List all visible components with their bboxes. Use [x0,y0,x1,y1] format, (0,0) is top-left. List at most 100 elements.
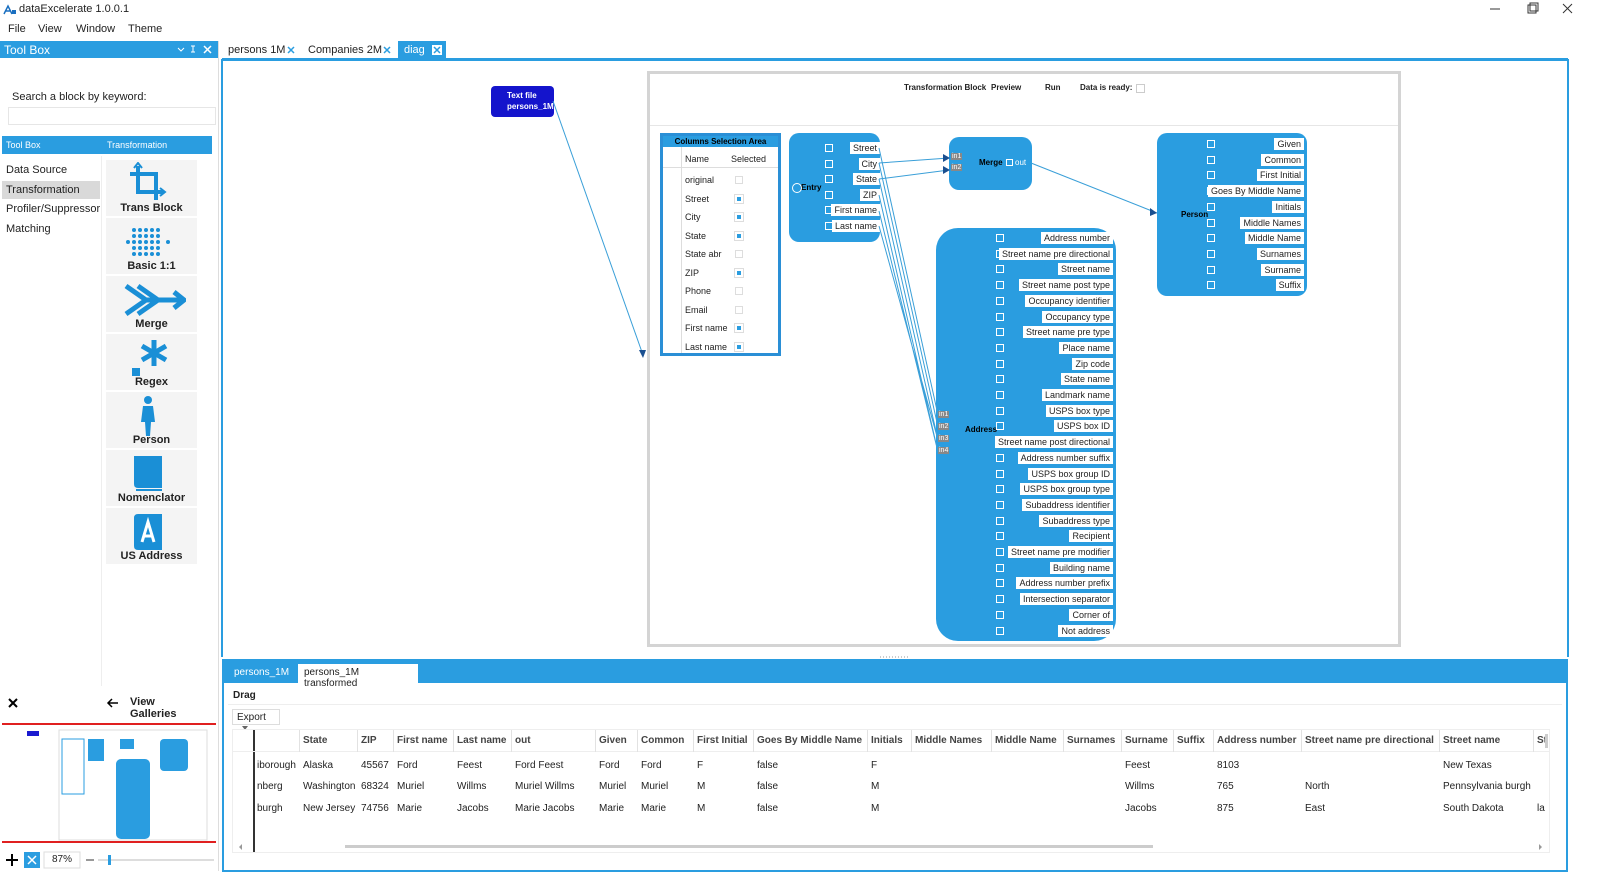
column-name: ZIP [685,267,700,278]
tool-item[interactable]: Regex [106,334,197,390]
column-divider [1173,730,1174,752]
scrollbars[interactable] [233,730,1550,853]
export-dropdown[interactable]: Export [232,709,280,731]
column-checkbox[interactable] [734,267,744,278]
document-tab[interactable]: diag [398,41,446,59]
column-divider [299,730,300,752]
run-button[interactable]: Run [1045,83,1061,92]
column-header[interactable]: ZIP [361,735,377,746]
category-item[interactable]: Matching [6,222,51,235]
address-block[interactable]: in1 in2 in3 in4 Address Address number Street … [936,228,1116,641]
table-cell: Muriel [599,781,627,793]
port [996,626,1004,635]
port [996,359,1004,368]
column-divider [1063,730,1064,752]
drag-area[interactable]: Drag [228,687,1562,705]
ready-checkbox[interactable] [1136,84,1145,93]
category-item[interactable]: Data Source [6,164,68,176]
column-header[interactable]: Street name [1443,735,1501,746]
column-header[interactable]: Address number [1217,735,1297,746]
tool-item[interactable]: Person [106,392,197,448]
column-header[interactable]: State [303,735,328,746]
row-gutter [681,147,682,353]
column-header[interactable]: First Initial [697,735,748,746]
menu-item[interactable]: View [38,23,62,35]
results-tab[interactable]: persons_1M transformed [298,664,418,689]
column-checkbox[interactable] [734,212,744,222]
port-label: First Initial [1256,169,1304,182]
tool-item[interactable]: Nomenclator [106,450,197,506]
column-header[interactable]: Middle Names [915,735,983,746]
tab-close[interactable] [286,45,296,55]
column-name: Email [685,304,708,315]
table-cell: Marie Jacobs [515,802,575,814]
menu-item[interactable]: Window [76,23,116,35]
column-header[interactable]: Common [641,735,685,746]
table-cell: F [871,760,878,771]
column-checkbox[interactable] [734,193,744,204]
port [996,548,1004,556]
column-name: original [685,175,715,185]
window-controls[interactable] [1490,0,1600,18]
search-input[interactable] [8,107,216,125]
port [996,610,1004,619]
column-header[interactable]: Middle Name [995,735,1057,746]
port-label: Street [849,142,880,154]
column-header[interactable]: First name [397,735,448,746]
tool-item[interactable]: Basic 1:1 [106,218,197,274]
column-checkbox[interactable] [735,176,743,184]
port-label: State [852,173,880,186]
tool-item[interactable]: US Address [106,508,197,564]
entry-block[interactable]: Entry Street City State ZIP First name Last na… [789,133,880,242]
tab-close[interactable] [382,45,392,55]
person-label: Person [1181,210,1209,219]
column-divider [1121,730,1122,752]
merge-block[interactable]: in1 in2 Merge out [949,137,1032,190]
table-cell: Ford [641,760,662,771]
port-label: USPS box group ID [1028,467,1113,480]
document-tab[interactable]: Companies 2M [302,41,396,59]
table-cell: Feest [1125,760,1151,771]
tool-item[interactable]: Merge [106,276,197,332]
column-header[interactable]: out [515,735,531,746]
column-checkbox[interactable] [734,230,744,241]
header-line [663,167,778,168]
column-header[interactable]: Suffix [1177,735,1205,746]
column-header[interactable]: Initials [871,735,903,746]
column-header[interactable]: Street name pre directional [1305,735,1434,746]
column-checkbox[interactable] [735,250,743,258]
column-header[interactable]: Given [599,735,627,746]
table-cell: M [871,802,880,814]
column-divider [393,730,394,752]
tool-icon [134,514,162,550]
table-cell: Alaska [303,760,334,771]
column-header[interactable]: Last name [457,735,507,746]
category-item[interactable]: Transformation [2,180,100,199]
close-button[interactable] [7,697,19,709]
panel-buttons[interactable] [176,43,216,57]
column-header[interactable]: Surnames [1067,735,1116,746]
zoom-controls[interactable] [2,851,216,869]
port [996,375,1004,384]
column-checkbox[interactable] [735,287,743,295]
person-block[interactable]: Person Given Common First Initial Goes By Mi… [1157,133,1307,296]
address-label: Address [965,425,998,434]
column-header[interactable]: Surname [1125,735,1168,746]
view-galleries[interactable]: View Galleries [104,693,204,720]
source-block[interactable]: Text file persons_1M [491,86,554,117]
column-header[interactable]: St [1537,735,1547,746]
port [996,500,1004,509]
column-checkbox[interactable] [734,323,744,333]
column-checkbox[interactable] [734,341,744,352]
column-checkbox[interactable] [735,305,743,314]
tool-item[interactable]: Trans Block [106,160,197,216]
document-tab[interactable]: persons 1M [222,41,300,59]
results-tab[interactable]: persons_1M [234,667,290,678]
preview-button[interactable]: Preview [991,83,1022,92]
column-header: Selected [731,154,767,164]
tab-close[interactable] [432,45,442,55]
menu-item[interactable]: File [8,23,26,35]
category-item[interactable]: Profiler/Suppressor [6,203,101,215]
column-header[interactable]: Goes By Middle Name [757,735,863,746]
menu-item[interactable]: Theme [128,23,163,35]
